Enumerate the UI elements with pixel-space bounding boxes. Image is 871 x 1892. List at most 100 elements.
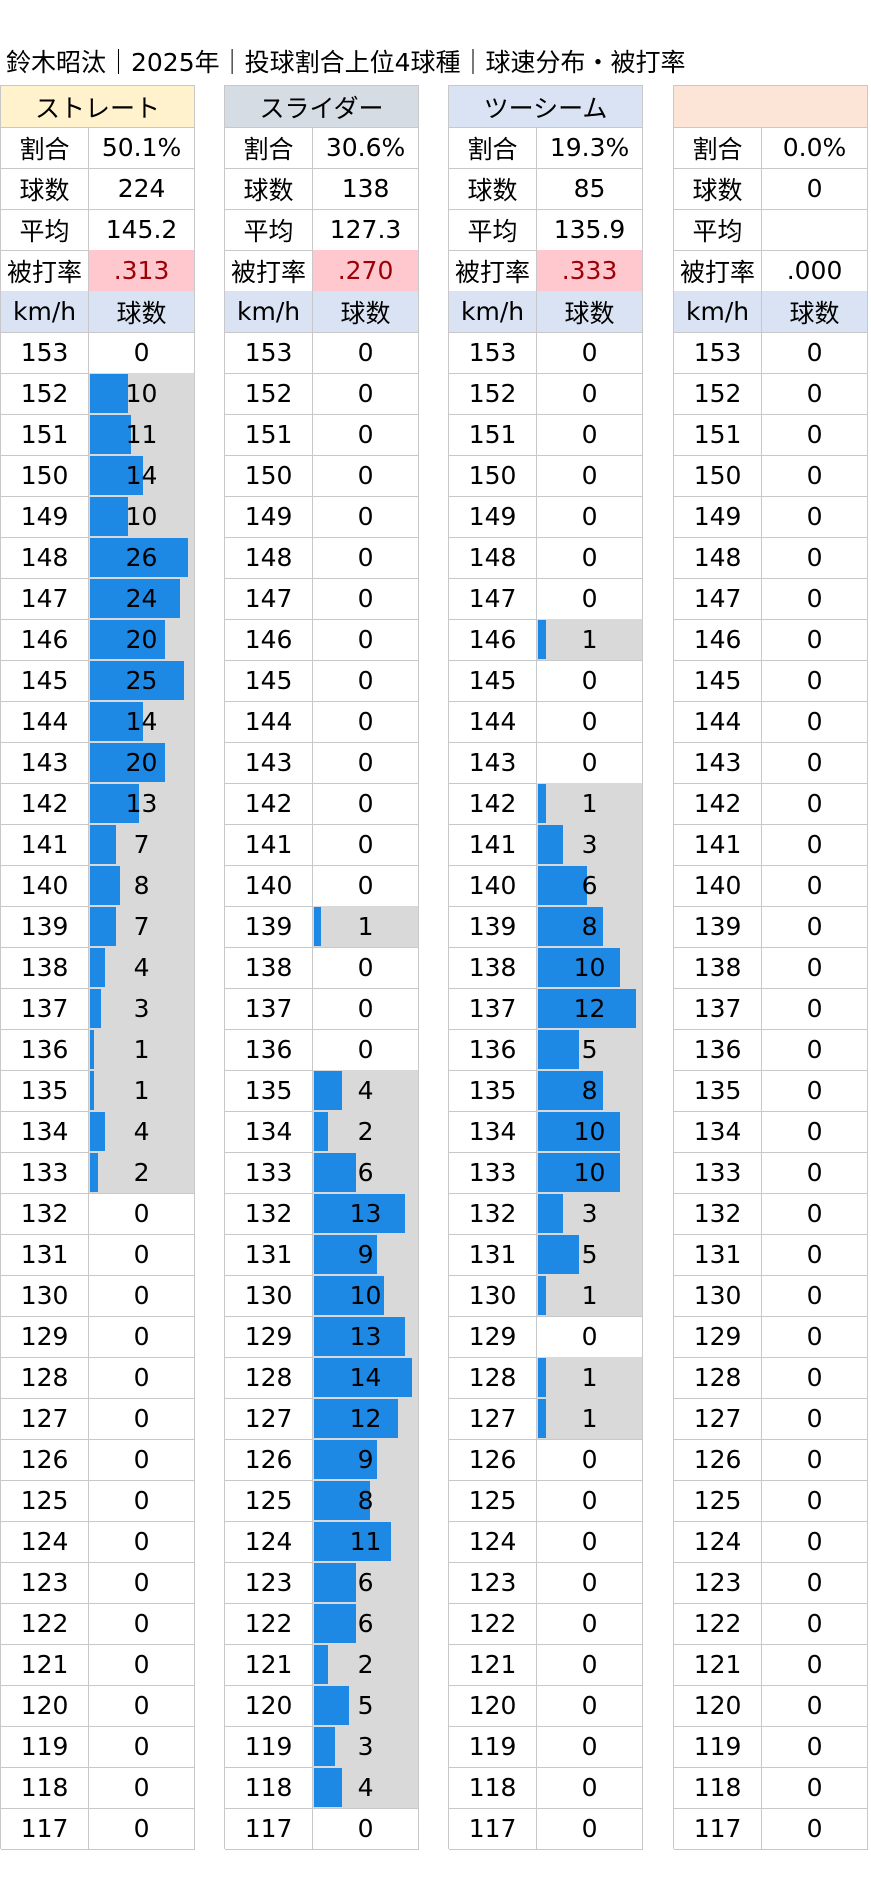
count-cell: 0	[762, 824, 868, 866]
speed-row: 151 0	[674, 414, 868, 456]
speed-row: 145 0	[674, 660, 868, 702]
speed-row: 130 1	[449, 1275, 643, 1317]
count-value: 0	[133, 1773, 150, 1802]
speed-label: 117	[449, 1808, 538, 1850]
count-cell: 0	[762, 783, 868, 825]
speed-label: 125	[1, 1480, 90, 1522]
speed-label: 132	[1, 1193, 90, 1235]
speed-label: 120	[674, 1685, 763, 1727]
count-bar	[90, 702, 144, 741]
count-value: 26	[125, 543, 158, 572]
stat-value-count: 138	[313, 168, 419, 210]
speed-row: 143 0	[225, 742, 419, 784]
count-cell: 3	[313, 1726, 419, 1768]
count-cell: 0	[537, 1808, 643, 1850]
count-cell: 10	[89, 496, 195, 538]
count-bar	[538, 1030, 580, 1069]
speed-row: 137 0	[225, 988, 419, 1030]
pitch-panel-4: 割合 0.0% 球数 0 平均 被打率 .000 km/h 球数 153 0 152 0 151 0 150 0…	[673, 85, 868, 1850]
count-cell: 0	[537, 1316, 643, 1358]
count-cell: 1	[537, 783, 643, 825]
count-bar	[538, 907, 604, 946]
count-value: 0	[133, 1732, 150, 1761]
count-cell: 12	[313, 1398, 419, 1440]
pitch-name: スライダー	[225, 86, 419, 128]
count-cell: 1	[313, 906, 419, 948]
speed-label: 120	[1, 1685, 90, 1727]
count-cell: 1	[537, 1357, 643, 1399]
speed-row: 133 2	[1, 1152, 195, 1194]
bar-background	[89, 1152, 194, 1193]
bar-background	[313, 1111, 418, 1152]
count-bar	[538, 1358, 547, 1397]
count-cell: 8	[89, 865, 195, 907]
count-value: 9	[357, 1240, 374, 1269]
stat-label-ratio: 割合	[225, 127, 314, 169]
speed-row: 122 0	[674, 1603, 868, 1645]
count-bar	[90, 415, 132, 454]
count-cell: 0	[762, 1439, 868, 1481]
speed-row: 124 11	[225, 1521, 419, 1563]
count-cell: 1	[537, 1275, 643, 1317]
count-cell: 0	[762, 1152, 868, 1194]
speed-label: 119	[1, 1726, 90, 1768]
pitch-header-row: ツーシーム	[449, 86, 643, 128]
speed-label: 138	[674, 947, 763, 989]
speed-label: 135	[225, 1070, 314, 1112]
speed-row: 148 0	[449, 537, 643, 579]
count-cell: 14	[89, 701, 195, 743]
pitch-name	[674, 86, 868, 128]
count-value: 0	[357, 1035, 374, 1064]
count-bar	[90, 1112, 106, 1151]
speed-label: 125	[225, 1480, 314, 1522]
count-value: 0	[133, 1404, 150, 1433]
stat-label-ratio: 割合	[1, 127, 90, 169]
speed-column-header: km/h	[225, 291, 314, 333]
speed-label: 147	[225, 578, 314, 620]
count-value: 0	[806, 584, 823, 613]
count-value: 3	[581, 1199, 598, 1228]
count-value: 11	[125, 420, 158, 449]
speed-row: 123 0	[449, 1562, 643, 1604]
speed-row: 118 0	[674, 1767, 868, 1809]
count-cell: 24	[89, 578, 195, 620]
speed-label: 146	[1, 619, 90, 661]
stat-row-hit-rate: 被打率 .000	[674, 250, 868, 292]
count-cell: 10	[537, 1152, 643, 1194]
speed-label: 141	[449, 824, 538, 866]
speed-row: 123 0	[1, 1562, 195, 1604]
count-cell: 0	[537, 496, 643, 538]
count-value: 0	[357, 871, 374, 900]
speed-label: 123	[449, 1562, 538, 1604]
count-cell: 0	[762, 455, 868, 497]
pitch-header-row	[674, 86, 868, 128]
distribution-header-row: km/h 球数	[449, 291, 643, 333]
speed-row: 139 8	[449, 906, 643, 948]
speed-row: 135 8	[449, 1070, 643, 1112]
stat-label-hit-rate: 被打率	[1, 250, 90, 292]
stat-value-avg: 127.3	[313, 209, 419, 251]
bar-background	[89, 1029, 194, 1070]
speed-row: 129 0	[449, 1316, 643, 1358]
count-value: 6	[357, 1609, 374, 1638]
count-cell: 11	[89, 414, 195, 456]
stat-row-avg: 平均 145.2	[1, 209, 195, 251]
count-value: 0	[806, 1076, 823, 1105]
count-value: 0	[357, 584, 374, 613]
stat-row-hit-rate: 被打率 .313	[1, 250, 195, 292]
speed-label: 152	[674, 373, 763, 415]
speed-label: 139	[1, 906, 90, 948]
count-cell: 10	[537, 947, 643, 989]
speed-row: 127 1	[449, 1398, 643, 1440]
count-cell: 8	[537, 1070, 643, 1112]
speed-label: 149	[449, 496, 538, 538]
count-bar	[314, 1358, 413, 1397]
count-value: 0	[806, 994, 823, 1023]
speed-row: 153 0	[674, 332, 868, 374]
count-cell: 0	[762, 1029, 868, 1071]
speed-label: 127	[1, 1398, 90, 1440]
count-bar	[314, 907, 322, 946]
speed-label: 144	[449, 701, 538, 743]
count-value: 0	[806, 1117, 823, 1146]
speed-row: 119 3	[225, 1726, 419, 1768]
